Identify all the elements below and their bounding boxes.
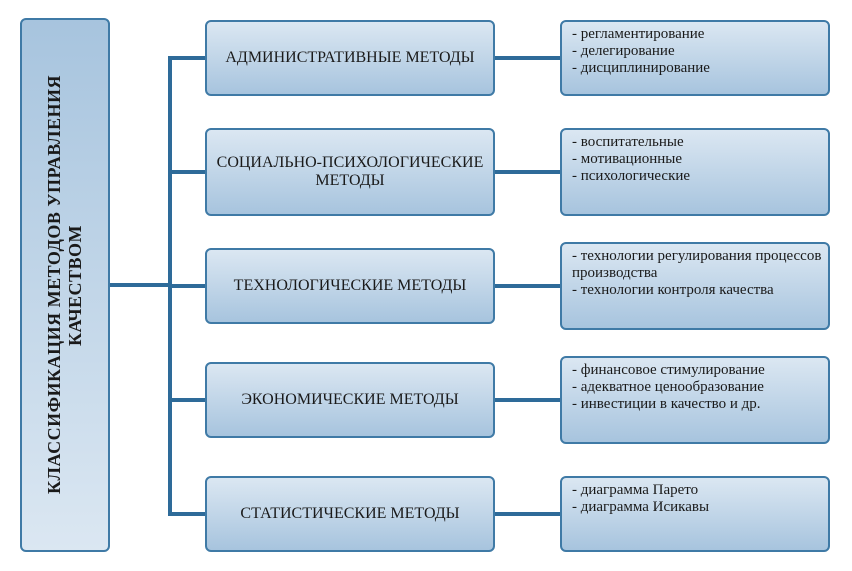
method-box-4: СТАТИСТИЧЕСКИЕ МЕТОДЫ (205, 476, 495, 552)
detail-box-3: - финансовое стимулирование- адекватное … (560, 356, 830, 444)
method-box-1: СОЦИАЛЬНО-ПСИХОЛОГИЧЕСКИЕ МЕТОДЫ (205, 128, 495, 216)
detail-line: - финансовое стимулирование (572, 362, 765, 379)
detail-box-4: - диаграмма Парето- диаграмма Исикавы (560, 476, 830, 552)
method-box-0: АДМИНИСТРАТИВНЫЕ МЕТОДЫ (205, 20, 495, 96)
detail-line: - инвестиции в качество и др. (572, 396, 761, 413)
detail-box-0: - регламентирование- делегирование- дисц… (560, 20, 830, 96)
detail-line: - делегирование (572, 43, 675, 60)
detail-line: - технологии контроля качества (572, 282, 774, 299)
diagram-stage: КЛАССИФИКАЦИЯ МЕТОДОВ УПРАВЛЕНИЯ КАЧЕСТВ… (0, 0, 852, 571)
detail-line: - технологии регулирования процессов про… (572, 248, 822, 282)
method-box-2: ТЕХНОЛОГИЧЕСКИЕ МЕТОДЫ (205, 248, 495, 324)
root-box: КЛАССИФИКАЦИЯ МЕТОДОВ УПРАВЛЕНИЯ КАЧЕСТВ… (20, 18, 110, 552)
detail-line: - дисциплинирование (572, 60, 710, 77)
method-box-3: ЭКОНОМИЧЕСКИЕ МЕТОДЫ (205, 362, 495, 438)
detail-line: - мотивационные (572, 151, 682, 168)
detail-line: - диаграмма Парето (572, 482, 698, 499)
detail-box-2: - технологии регулирования процессов про… (560, 242, 830, 330)
detail-box-1: - воспитательные- мотивационные- психоло… (560, 128, 830, 216)
detail-line: - регламентирование (572, 26, 704, 43)
detail-line: - воспитательные (572, 134, 684, 151)
detail-line: - диаграмма Исикавы (572, 499, 709, 516)
detail-line: - адекватное ценообразование (572, 379, 764, 396)
detail-line: - психологические (572, 168, 690, 185)
